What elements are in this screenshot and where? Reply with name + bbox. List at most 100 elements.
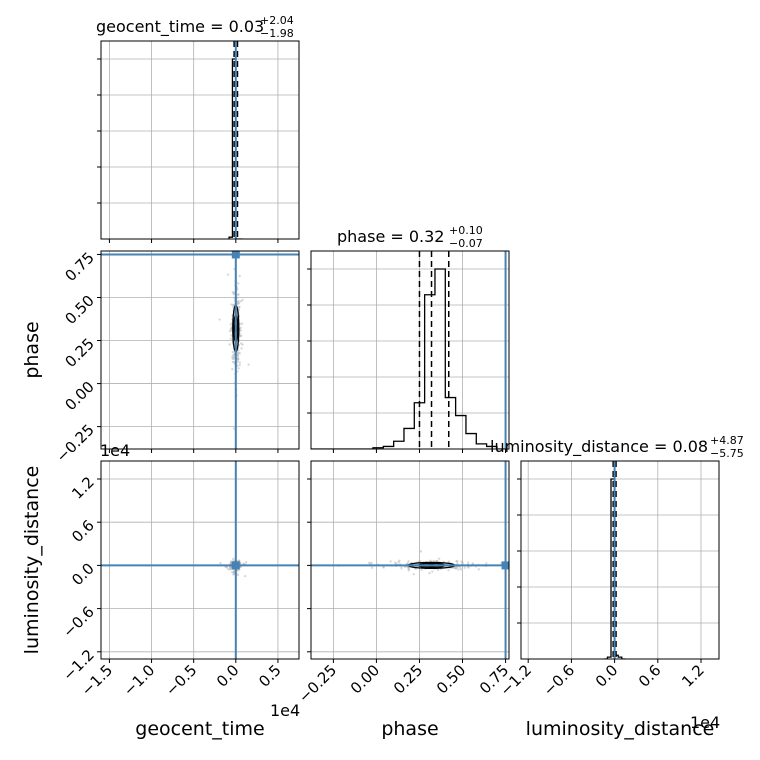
sample-point xyxy=(229,568,232,571)
sample-point xyxy=(454,566,457,569)
sample-point xyxy=(241,343,244,346)
sample-point xyxy=(236,360,239,363)
sample-point xyxy=(218,318,221,321)
sample-point xyxy=(237,351,240,355)
sample-point xyxy=(232,427,236,430)
sample-point xyxy=(236,302,239,305)
offset-label-luminosity-distance-x: 1e4 xyxy=(690,713,720,732)
sample-point xyxy=(231,291,235,294)
sample-point xyxy=(369,562,372,565)
sample-point xyxy=(236,358,239,362)
sample-point xyxy=(429,559,432,562)
sample-point xyxy=(463,566,466,569)
sample-point xyxy=(238,306,241,309)
title-geocent-time: geocent_time = 0.03 xyxy=(96,17,264,37)
sample-point xyxy=(407,566,410,570)
sample-point xyxy=(436,559,439,563)
sample-point xyxy=(232,303,235,307)
sample-point xyxy=(232,573,235,576)
sample-point xyxy=(226,273,230,276)
sample-point xyxy=(419,550,423,553)
truth-marker xyxy=(501,561,510,570)
sample-point xyxy=(447,568,450,572)
offset-label-luminosity-distance-y: 1e4 xyxy=(100,441,130,460)
sample-point xyxy=(219,561,222,565)
title-luminosity-distance-minus: −5.75 xyxy=(710,447,744,460)
sample-point xyxy=(420,568,423,572)
panel-frame xyxy=(100,250,300,450)
title-geocent-time-minus: −1.98 xyxy=(260,27,294,40)
sample-point xyxy=(238,361,242,364)
sample-point xyxy=(239,300,243,303)
sample-point xyxy=(236,352,240,356)
sample-point xyxy=(232,571,235,575)
title-luminosity-distance: luminosity_distance = 0.08 xyxy=(490,437,708,457)
sample-point xyxy=(459,566,462,569)
xlabel-luminosity-distance: luminosity_distance xyxy=(526,718,715,740)
xlabel-geocent-time: geocent_time xyxy=(135,718,264,740)
sample-point xyxy=(239,342,243,345)
sample-point xyxy=(455,566,458,569)
sample-point xyxy=(437,557,441,560)
title-phase-minus: −0.07 xyxy=(449,237,483,250)
sample-point xyxy=(239,334,242,338)
sample-point xyxy=(240,347,243,350)
sample-point xyxy=(231,354,235,357)
sample-point xyxy=(244,561,248,564)
sample-point xyxy=(228,565,232,569)
sample-point xyxy=(454,567,458,570)
sample-point xyxy=(240,322,244,325)
sample-point xyxy=(231,356,234,359)
sample-point xyxy=(237,559,241,562)
sample-point xyxy=(236,293,240,296)
sample-point xyxy=(239,326,242,329)
sample-point xyxy=(412,573,415,576)
sample-point xyxy=(237,367,240,370)
sample-point xyxy=(231,360,235,364)
sample-point xyxy=(240,334,243,337)
sample-point xyxy=(435,559,438,563)
sample-point xyxy=(460,560,463,563)
sample-point xyxy=(466,561,470,564)
sample-point xyxy=(457,568,460,571)
sample-point xyxy=(237,302,241,305)
sample-point xyxy=(236,357,239,361)
sample-point xyxy=(237,569,240,572)
sample-point xyxy=(459,568,463,571)
sample-point xyxy=(367,561,371,565)
sample-point xyxy=(436,568,440,572)
sample-point xyxy=(389,560,392,563)
panel-phase-hist xyxy=(307,250,510,453)
sample-point xyxy=(229,337,232,340)
sample-point xyxy=(229,323,232,326)
sample-point xyxy=(238,274,241,278)
sample-point xyxy=(229,328,233,331)
sample-point xyxy=(237,299,240,303)
sample-point xyxy=(471,562,474,565)
sample-point xyxy=(406,562,410,565)
sample-point xyxy=(228,330,232,333)
sample-point xyxy=(226,567,230,571)
panel-frame xyxy=(100,40,300,240)
panel-geocent-time-hist xyxy=(97,40,300,243)
sample-point xyxy=(485,562,488,565)
ylabel-luminosity-distance: luminosity_distance xyxy=(21,466,43,655)
sample-point xyxy=(228,343,231,346)
sample-point xyxy=(237,357,240,361)
sample-point xyxy=(397,560,400,564)
sample-point xyxy=(229,566,232,569)
sample-point xyxy=(237,300,240,304)
sample-point xyxy=(456,560,459,563)
sample-point xyxy=(232,571,235,574)
sample-point xyxy=(382,566,385,569)
sample-point xyxy=(398,559,401,562)
sample-point xyxy=(237,305,241,309)
ylabel-phase: phase xyxy=(21,321,43,378)
sample-point xyxy=(447,560,451,563)
sample-point xyxy=(231,357,235,361)
histogram-geocent-time xyxy=(228,58,243,239)
sample-point xyxy=(461,561,464,564)
sample-point xyxy=(230,334,233,337)
sample-point xyxy=(393,561,397,565)
